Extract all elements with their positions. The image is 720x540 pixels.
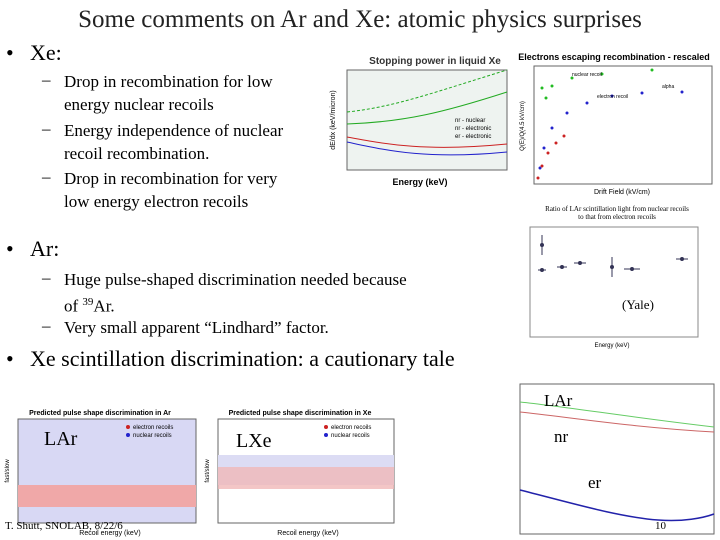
annotation: LAr [544, 391, 573, 410]
plot-title: Predicted pulse shape discrimination in … [29, 410, 171, 417]
legend-marker [126, 425, 130, 429]
footer: T. Shutt, SNOLAB, 8/22/6 [5, 520, 123, 532]
bullet-dot: • [6, 346, 14, 371]
dash: – [42, 167, 51, 186]
slide-title: Some comments on Ar and Xe: atomic physi… [78, 6, 642, 33]
x-label: Recoil energy (keV) [79, 530, 140, 537]
dash: – [42, 316, 51, 335]
legend-marker [126, 433, 130, 437]
annotation: (Yale) [622, 297, 654, 312]
curve [346, 136, 508, 148]
annotation: er [588, 473, 602, 492]
plot-bg [508, 372, 718, 538]
legend: er - electronic [455, 134, 491, 140]
page-number: 10 [655, 520, 666, 532]
annotation: nuclear recoil [572, 72, 602, 78]
plot-frame [519, 383, 715, 535]
stopping-power-plot: Stopping power in liquid Xe nr - nuclear… [325, 52, 511, 190]
ratio-plot: Ratio of LAr scintillation light from nu… [512, 205, 702, 351]
sub-bullet: Huge pulse-shaped discrimination needed … [64, 268, 414, 318]
psd-ar-plot: Predicted pulse shape discrimination in … [0, 405, 200, 540]
title-box: Ratio of LAr scintillation light from nu… [545, 205, 689, 221]
plot-title: Electrons escaping recombination - resca… [518, 52, 710, 62]
annotation: LAr [44, 428, 78, 450]
dash: – [42, 268, 51, 287]
plot-bg [512, 48, 716, 196]
annotation: LXe [236, 430, 272, 452]
dash: – [42, 70, 51, 89]
y-label: Q(E)/Q(4.5 kV/cm) [520, 101, 526, 151]
legend-marker [324, 433, 328, 437]
points [536, 134, 566, 180]
bullet-dot: • [6, 236, 14, 261]
curve [519, 401, 715, 428]
text: Huge pulse-shaped discrimination needed … [64, 270, 407, 316]
bullet: Ar: [30, 236, 60, 261]
x-label: Energy (keV) [594, 343, 629, 349]
curve [346, 141, 508, 156]
bullet: Xe: [30, 40, 62, 65]
curve [519, 489, 715, 522]
x-label: Drift Field (kV/cm) [594, 189, 650, 196]
plot-title: Predicted pulse shape discrimination in … [229, 410, 372, 417]
curve [519, 411, 715, 433]
sub-bullet: Drop in recombination for low energy nuc… [64, 72, 273, 114]
legend: nr - electronic [455, 126, 491, 132]
psd-xe-plot: Predicted pulse shape discrimination in … [200, 405, 398, 540]
annotation: alpha [662, 84, 674, 90]
sub-bullet: Very small apparent “Lindhard” factor. [64, 318, 329, 337]
band [218, 467, 394, 489]
recombination-plot: Electrons escaping recombination - resca… [512, 48, 716, 196]
annotation: nr [554, 427, 569, 446]
curve [346, 91, 508, 125]
legend: nr - nuclear [455, 118, 485, 124]
legend: nuclear recoils [331, 433, 370, 439]
y-label: fast/slow [205, 459, 211, 483]
plot-frame [529, 226, 699, 338]
sub-bullet: Energy independence of nuclear recoil re… [64, 121, 284, 163]
x-label: Energy (keV) [392, 177, 447, 187]
lar-plot: LAr nr er [508, 372, 718, 538]
y-label: dE/dx (keV/micron) [330, 90, 337, 150]
plot-title: Ratio of LAr scintillation light from nu… [545, 205, 689, 221]
plot-frame [533, 65, 713, 185]
superscript: 39 [82, 296, 94, 308]
sub-bullet: Drop in recombination for very low energ… [64, 169, 278, 211]
annotation: electron recoil [597, 94, 628, 100]
legend: electron recoils [331, 425, 371, 431]
band [18, 485, 196, 507]
plot-title: Stopping power in liquid Xe [369, 56, 501, 67]
dash: – [42, 119, 51, 138]
bullet-dot: • [6, 40, 14, 65]
bullet: Xe scintillation discrimination: a cauti… [30, 346, 455, 371]
points [540, 68, 654, 100]
points [538, 235, 688, 277]
plot-frame [346, 69, 508, 171]
points [538, 90, 684, 170]
x-label: Recoil energy (keV) [277, 530, 338, 537]
legend-marker [324, 425, 328, 429]
text: Ar. [93, 296, 115, 316]
legend: nuclear recoils [133, 433, 172, 439]
plot-bg [512, 205, 702, 351]
y-label: fast/slow [5, 459, 11, 483]
curve [346, 69, 508, 113]
legend: electron recoils [133, 425, 173, 431]
